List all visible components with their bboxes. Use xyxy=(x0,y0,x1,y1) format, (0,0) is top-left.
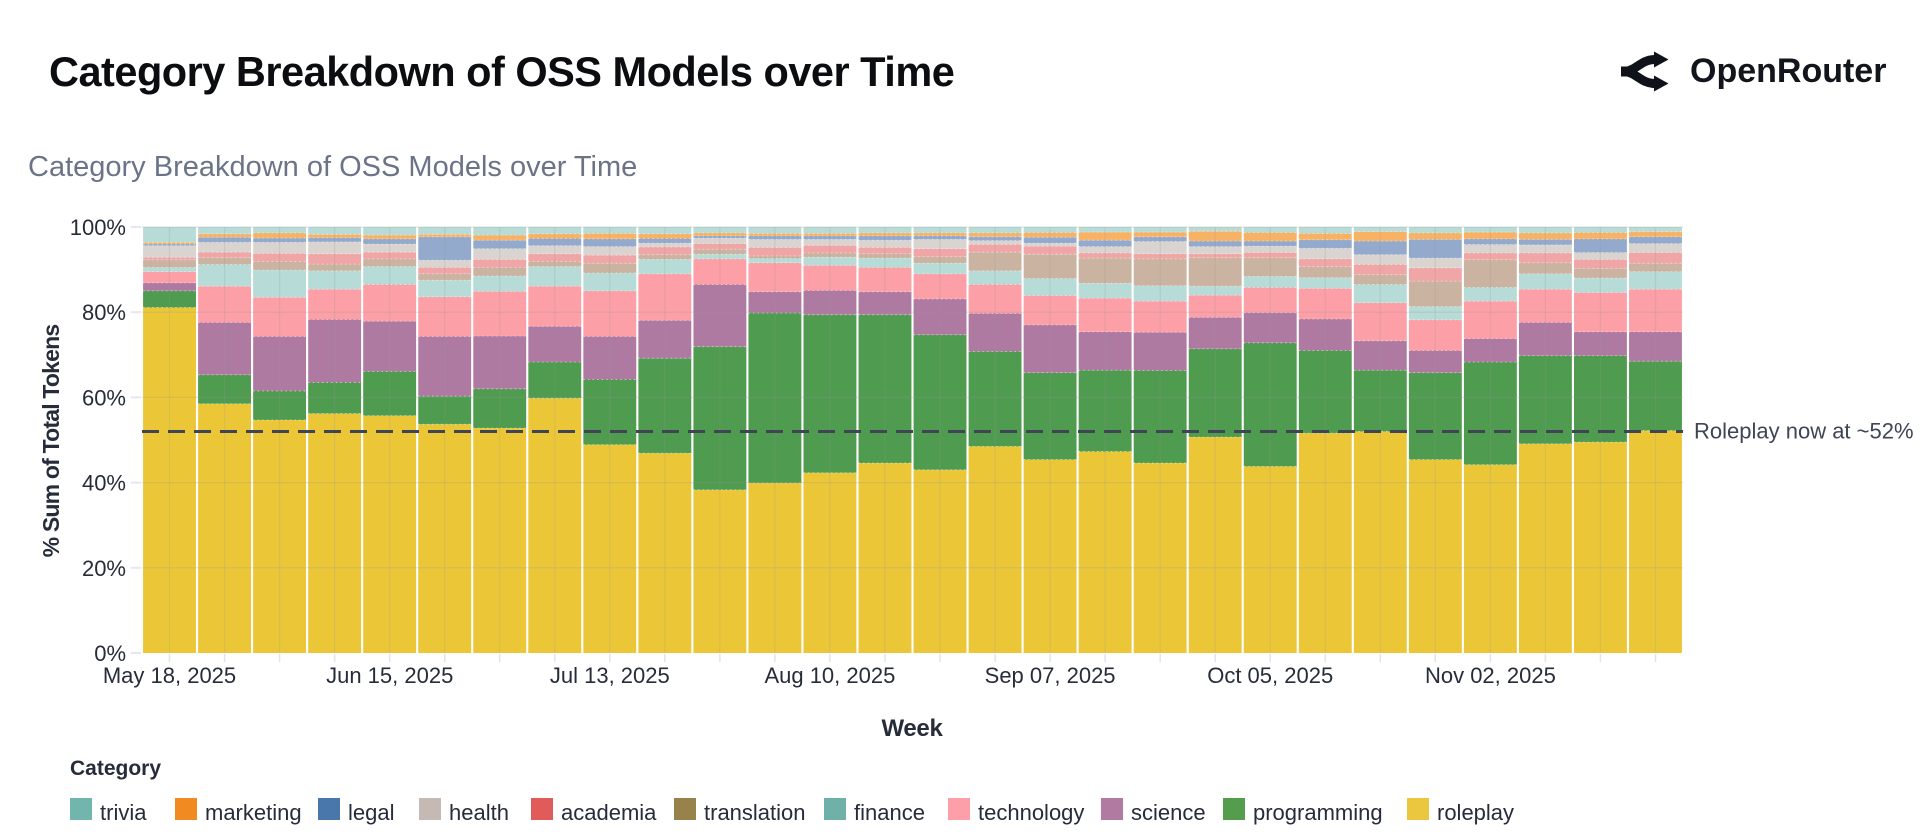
svg-text:Week: Week xyxy=(881,715,943,742)
svg-text:% Sum of Total Tokens: % Sum of Total Tokens xyxy=(38,325,64,558)
svg-text:20%: 20% xyxy=(82,556,126,581)
svg-text:Aug 10, 2025: Aug 10, 2025 xyxy=(764,663,895,688)
svg-text:60%: 60% xyxy=(82,385,126,410)
svg-text:Jul 13, 2025: Jul 13, 2025 xyxy=(550,663,670,688)
svg-text:Roleplay now at ~52%: Roleplay now at ~52% xyxy=(1694,419,1914,444)
svg-text:May 18, 2025: May 18, 2025 xyxy=(103,663,236,688)
svg-text:Nov 02, 2025: Nov 02, 2025 xyxy=(1425,663,1556,688)
svg-text:Oct 05, 2025: Oct 05, 2025 xyxy=(1207,663,1333,688)
svg-text:100%: 100% xyxy=(70,215,126,240)
svg-text:0%: 0% xyxy=(94,641,126,666)
svg-text:Jun 15, 2025: Jun 15, 2025 xyxy=(326,663,453,688)
svg-text:80%: 80% xyxy=(82,300,126,325)
svg-text:40%: 40% xyxy=(82,471,126,496)
svg-text:Sep 07, 2025: Sep 07, 2025 xyxy=(985,663,1116,688)
